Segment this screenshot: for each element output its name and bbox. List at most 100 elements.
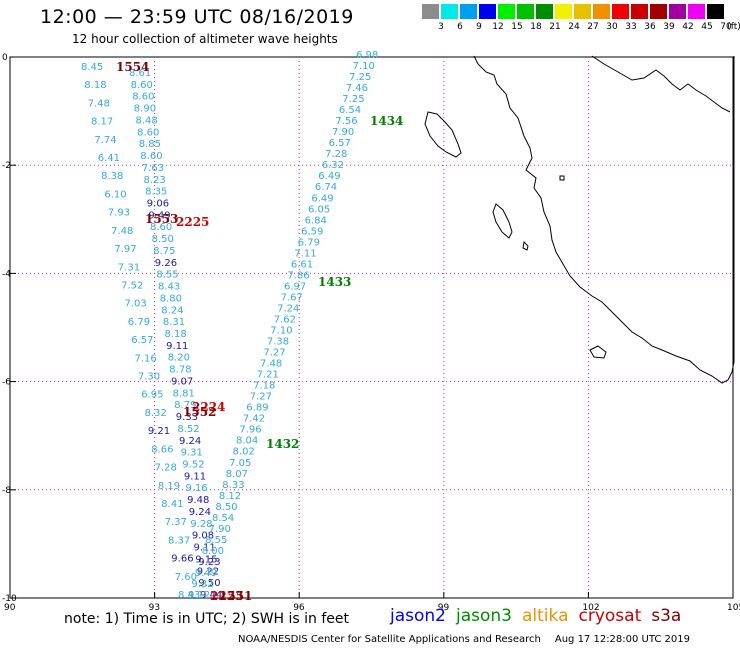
- wave-height-value: 8.85: [139, 139, 161, 150]
- wave-height-value: 7.16: [135, 353, 157, 364]
- wave-height-value: 9.33: [176, 412, 198, 423]
- wave-height-value: 7.30: [138, 372, 160, 383]
- wave-height-value: 9.24: [179, 436, 201, 447]
- wave-height-value: 8.17: [91, 117, 113, 128]
- wave-height-value: 9.15: [195, 554, 217, 565]
- wave-height-value: 9.16: [186, 483, 208, 494]
- legend-label: 12: [492, 22, 504, 32]
- wave-height-value: 9.50: [198, 578, 220, 589]
- wave-height-value: 8.80: [160, 293, 182, 304]
- wave-height-value: 7.18: [253, 381, 275, 392]
- wave-height-value: 6.79: [298, 237, 320, 248]
- wave-height-value: 6.49: [311, 193, 333, 204]
- satellite-label: cryosat: [578, 606, 642, 626]
- lat-tick-label: -6: [2, 378, 11, 388]
- legend-swatch: [441, 4, 458, 19]
- wave-height-value: 8.35: [145, 187, 167, 198]
- wave-height-value: 8.02: [233, 447, 255, 458]
- legend-label: 15: [511, 22, 523, 32]
- wave-height-value: 9.24: [189, 507, 211, 518]
- wave-height-value: 7.42: [243, 414, 265, 425]
- wave-height-value: 9.11: [166, 341, 188, 352]
- wave-height-value: 8.81: [173, 388, 195, 399]
- legend-swatch: [498, 4, 515, 19]
- wave-height-value: 8.19: [158, 481, 180, 492]
- wave-height-value: 7.93: [108, 208, 130, 219]
- legend-label: 70: [720, 22, 732, 32]
- legend-swatch: [517, 4, 534, 19]
- wave-height-value: 7.10: [270, 326, 292, 337]
- satellite-label: jason3: [456, 606, 512, 626]
- wave-height-value: 6.84: [305, 215, 327, 226]
- wave-height-value: 8.78: [169, 365, 191, 376]
- legend-label: 6: [457, 22, 463, 32]
- lon-tick-label: 102: [582, 603, 599, 613]
- legend-swatch: [479, 4, 496, 19]
- credit-line: NOAA/NESDIS Center for Satellite Applica…: [238, 634, 690, 645]
- wave-height-value: 7.28: [325, 149, 347, 160]
- wave-height-value: 8.32: [145, 408, 167, 419]
- wave-height-value: 8.66: [151, 444, 173, 455]
- pass-time-label: 1552: [183, 405, 216, 419]
- satellite-label: s3a: [651, 606, 682, 626]
- wave-height-value: 7.74: [94, 135, 116, 146]
- legend-swatch: [688, 4, 705, 19]
- wave-height-value: 7.28: [155, 463, 177, 474]
- note-text: note: 1) Time is in UTC; 2) SWH is in fe…: [64, 611, 350, 627]
- legend-swatch: [574, 4, 591, 19]
- wave-height-value: 7.48: [111, 226, 133, 237]
- wave-height-value: 8.23: [144, 175, 166, 186]
- wave-height-value: 6.57: [329, 138, 351, 149]
- batu-island: [522, 240, 529, 251]
- simeulue-island: [424, 111, 462, 158]
- wave-height-value: 6.89: [246, 403, 268, 414]
- legend-swatch: [707, 4, 724, 19]
- wave-height-value: 6.54: [339, 105, 361, 116]
- wave-height-value: 7.90: [209, 524, 231, 535]
- wave-height-value: 7.46: [346, 83, 368, 94]
- wave-height-tracks: 8.45 8.18 7.48 8.17 7.74 6.41 8.38 6.10 7.93 7.48…: [81, 50, 378, 601]
- wave-height-value: 8.55: [156, 270, 178, 281]
- credit-text: NOAA/NESDIS Center for Satellite Applica…: [238, 634, 541, 645]
- wave-height-value: 8.60: [132, 92, 154, 103]
- wave-height-value: 8.00: [202, 546, 224, 557]
- wave-height-value: 8.12: [219, 491, 241, 502]
- wave-height-value: 8.43: [178, 590, 200, 601]
- wave-height-value: 9.23: [198, 557, 220, 568]
- wave-height-value: 9.52: [182, 460, 204, 471]
- satellite-label: jason2: [390, 606, 446, 626]
- legend-swatch: [593, 4, 610, 19]
- wave-height-value: 9.49: [148, 210, 170, 221]
- wave-height-value: 9.28: [190, 519, 212, 530]
- wave-height-value: 8.54: [212, 513, 234, 524]
- wave-height-value: 8.31: [163, 317, 185, 328]
- legend-label: 45: [701, 22, 713, 32]
- wave-height-value: 7.48: [88, 98, 110, 109]
- satellite-legend: jason2 jason3 altika cryosat s3a: [390, 606, 691, 626]
- wave-height-value: 8.20: [168, 353, 190, 364]
- wave-height-value: 6.57: [131, 335, 153, 346]
- wave-height-value: 6.05: [308, 204, 330, 215]
- lat-tick-label: -2: [2, 161, 11, 171]
- legend-swatch: [536, 4, 553, 19]
- wave-height-value: 8.18: [84, 80, 106, 91]
- lon-tick-label: 99: [438, 603, 450, 613]
- wave-height-value: 6.59: [301, 226, 323, 237]
- legend-label: 27: [587, 22, 599, 32]
- wave-height-value: 8.48: [136, 116, 158, 127]
- wave-height-value: 9.32: [191, 579, 213, 590]
- pass-time-label: 2223: [210, 589, 243, 603]
- wave-height-value: 6.49: [318, 171, 340, 182]
- timestamp-text: Aug 17 12:28:00 UTC 2019: [554, 634, 691, 645]
- nias-island: [492, 203, 513, 239]
- wave-height-value: 8.50: [215, 502, 237, 513]
- wave-height-value: 9.48: [187, 495, 209, 506]
- wave-height-value: 8.18: [165, 329, 187, 340]
- pass-time-label: 2224: [192, 400, 225, 414]
- wave-height-value: 9.08: [192, 531, 214, 542]
- wave-height-value: 7.48: [260, 359, 282, 370]
- wave-height-value: 8.07: [226, 469, 248, 480]
